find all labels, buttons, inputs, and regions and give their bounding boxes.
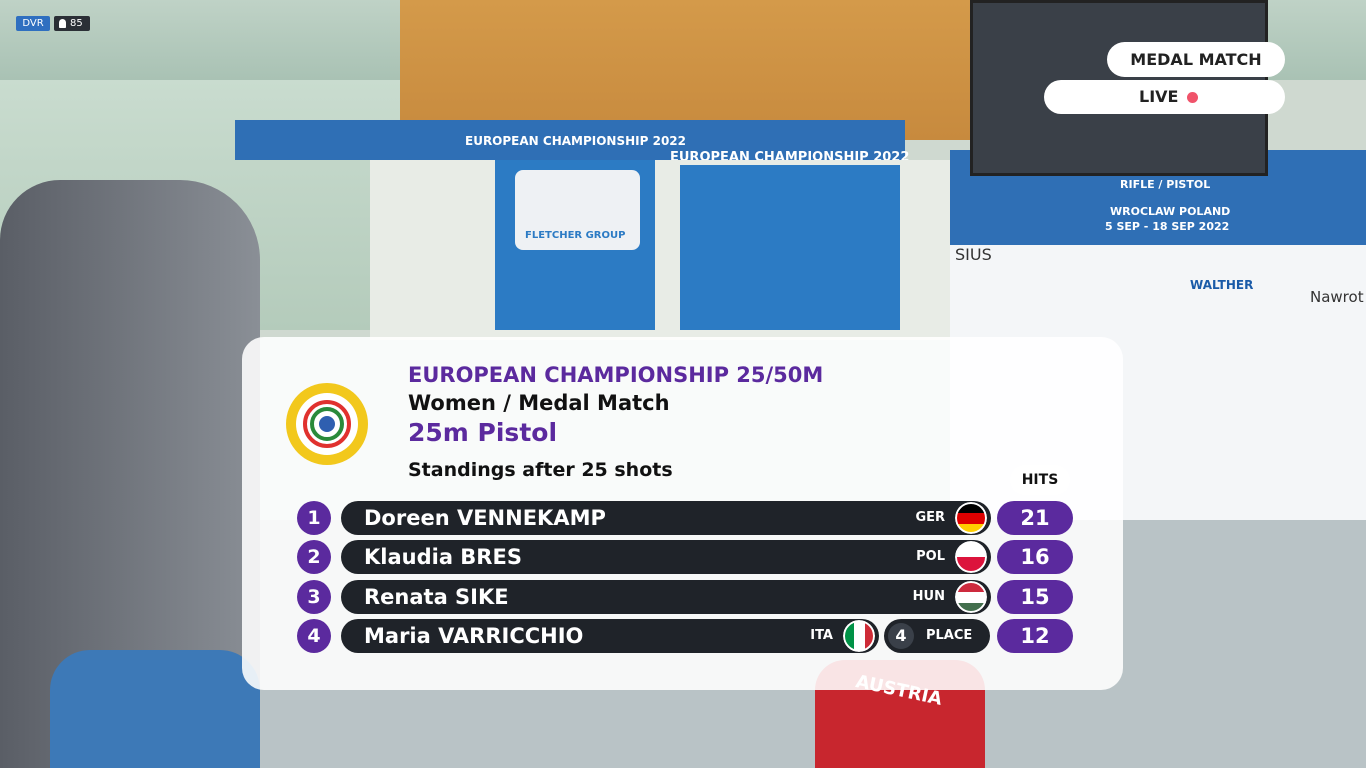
athlete-bar: Klaudia BRES POL xyxy=(341,540,991,574)
athlete-bar: Doreen VENNEKAMP GER xyxy=(341,501,991,535)
rank-badge: 1 xyxy=(297,501,331,535)
rank-badge: 2 xyxy=(297,540,331,574)
country-flag xyxy=(955,581,987,613)
place-pill: 4 PLACE xyxy=(884,619,990,653)
event-name: 25m Pistol xyxy=(408,418,558,447)
banner-text: EUROPEAN CHAMPIONSHIP 2022 xyxy=(465,134,686,148)
athlete-bar: Maria VARRICCHIO ITA xyxy=(341,619,879,653)
rank-badge: 4 xyxy=(297,619,331,653)
athlete-name: Maria VARRICCHIO xyxy=(364,624,584,648)
place-label: PLACE xyxy=(926,628,973,643)
hits-value: 21 xyxy=(997,501,1073,535)
standings-card: EUROPEAN CHAMPIONSHIP 25/50M Women / Med… xyxy=(242,337,1123,690)
range-banner: EUROPEAN CHAMPIONSHIP 2022 EUROPEAN CHAM… xyxy=(235,120,909,165)
wall-text: SIUS xyxy=(955,245,992,264)
phase-pill: MEDAL MATCH xyxy=(1107,42,1285,77)
wall-text: Nawrot xyxy=(1310,288,1364,306)
live-pill: LIVE xyxy=(1044,80,1285,114)
sponsor-text: FLETCHER GROUP xyxy=(525,230,626,241)
wall-text: WALTHER xyxy=(1190,278,1254,292)
hits-header: HITS xyxy=(1010,465,1070,495)
country-flag xyxy=(843,620,875,652)
viewer-icon xyxy=(59,19,66,28)
wall-text: WROCLAW POLAND xyxy=(1110,205,1231,218)
rank-badge: 3 xyxy=(297,580,331,614)
country-flag xyxy=(955,502,987,534)
wall-text: RIFLE / PISTOL xyxy=(1120,178,1211,191)
spectator xyxy=(50,650,260,768)
country-code: HUN xyxy=(912,589,945,604)
athlete-name: Klaudia BRES xyxy=(364,545,522,569)
country-flag xyxy=(955,541,987,573)
athlete-bar: Renata SIKE HUN xyxy=(341,580,991,614)
live-dot xyxy=(1187,92,1198,103)
athlete-name: Doreen VENNEKAMP xyxy=(364,506,606,530)
viewer-badge: 85 xyxy=(54,16,90,31)
athlete-name: Renata SIKE xyxy=(364,585,509,609)
logo-circle xyxy=(303,400,351,448)
wall-text: 5 SEP - 18 SEP 2022 xyxy=(1105,220,1230,233)
logo-circle xyxy=(319,416,335,432)
federation-logo xyxy=(286,383,368,465)
country-code: ITA xyxy=(810,628,833,643)
logo-circle xyxy=(310,407,344,441)
card-title: EUROPEAN CHAMPIONSHIP 25/50M xyxy=(408,363,824,387)
hits-value: 15 xyxy=(997,580,1073,614)
card-subtitle: Women / Medal Match xyxy=(408,391,670,415)
bay-panel xyxy=(680,165,900,330)
country-code: POL xyxy=(916,549,945,564)
dvr-badge: DVR xyxy=(16,16,50,31)
wood-wall xyxy=(400,0,980,140)
hits-value: 12 xyxy=(997,619,1073,653)
place-number: 4 xyxy=(888,623,914,649)
hits-value: 16 xyxy=(997,540,1073,574)
live-text: LIVE xyxy=(1139,87,1179,106)
country-code: GER xyxy=(915,510,945,525)
sponsor-board: FLETCHER GROUP xyxy=(515,170,640,250)
viewer-count: 85 xyxy=(70,18,83,29)
standings-heading: Standings after 25 shots xyxy=(408,459,673,481)
